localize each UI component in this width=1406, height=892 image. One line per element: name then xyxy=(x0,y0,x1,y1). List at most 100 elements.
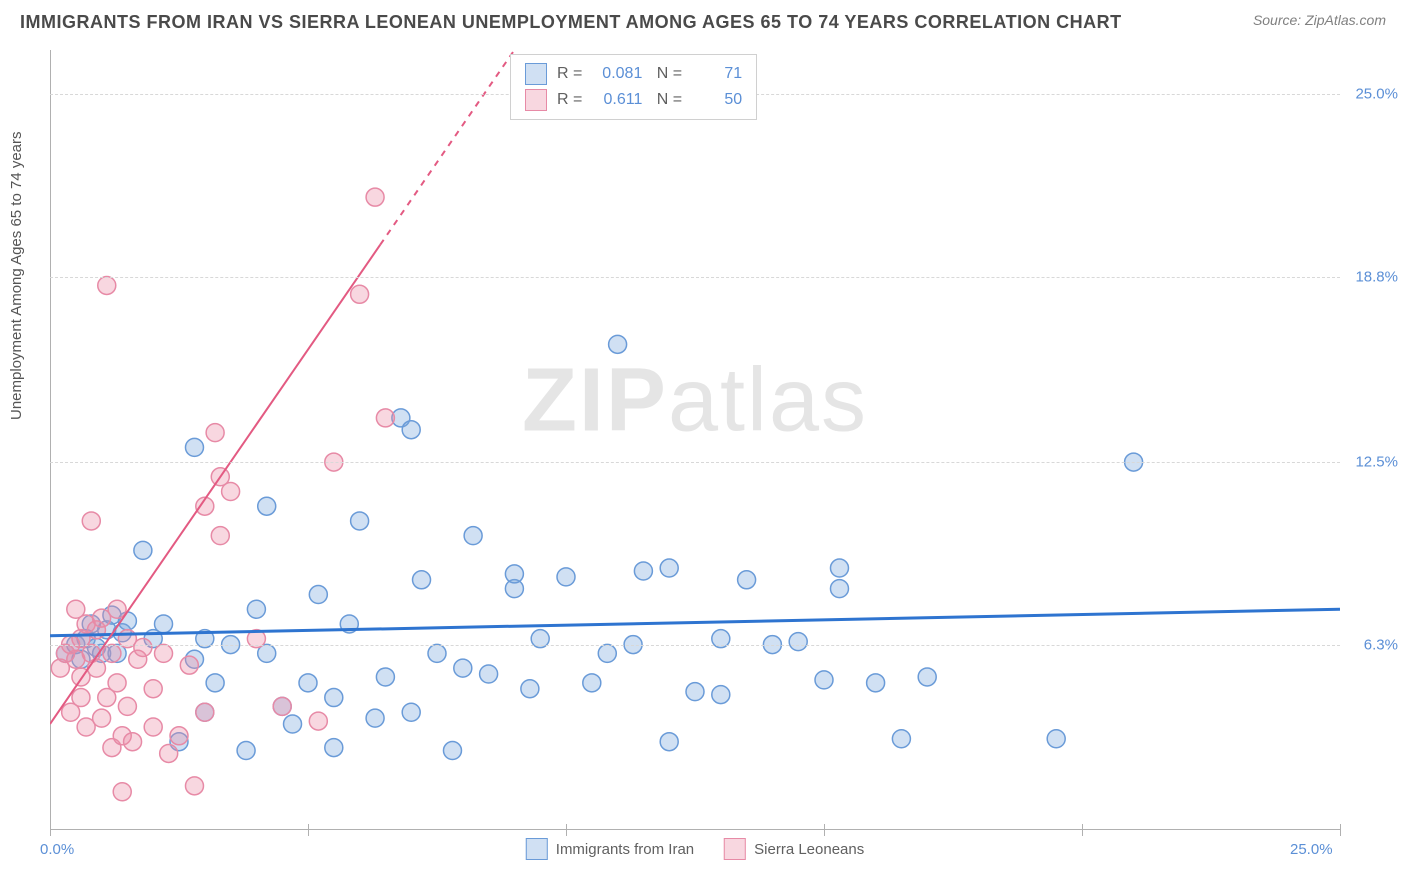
legend-swatch-sierra-icon xyxy=(724,838,746,860)
scatter-point xyxy=(196,703,214,721)
scatter-point xyxy=(144,718,162,736)
scatter-point xyxy=(351,512,369,530)
scatter-point xyxy=(634,562,652,580)
scatter-point xyxy=(325,739,343,757)
scatter-point xyxy=(557,568,575,586)
scatter-point xyxy=(180,656,198,674)
chart-plot-area: ZIPatlas R =0.081 N =71 R =0.611 N =50 I… xyxy=(50,50,1340,830)
legend-stats-row-2: R =0.611 N =50 xyxy=(525,87,742,113)
scatter-point xyxy=(505,565,523,583)
scatter-point xyxy=(134,639,152,657)
scatter-point xyxy=(660,559,678,577)
x-tick-label: 25.0% xyxy=(1290,841,1333,858)
legend-swatch-iran xyxy=(525,63,547,85)
scatter-point xyxy=(413,571,431,589)
scatter-point xyxy=(325,689,343,707)
scatter-point xyxy=(98,276,116,294)
scatter-point xyxy=(351,285,369,303)
scatter-point xyxy=(521,680,539,698)
scatter-point xyxy=(443,742,461,760)
scatter-point xyxy=(464,527,482,545)
x-tick xyxy=(824,824,825,836)
scatter-point xyxy=(366,188,384,206)
scatter-point xyxy=(155,644,173,662)
gridline xyxy=(50,645,1340,646)
scatter-point xyxy=(222,483,240,501)
scatter-point xyxy=(660,733,678,751)
gridline xyxy=(50,277,1340,278)
scatter-point xyxy=(258,497,276,515)
y-tick-label: 6.3% xyxy=(1364,636,1398,653)
y-tick-label: 18.8% xyxy=(1355,268,1398,285)
chart-title: IMMIGRANTS FROM IRAN VS SIERRA LEONEAN U… xyxy=(20,12,1122,33)
scatter-point xyxy=(428,644,446,662)
source-attribution: Source: ZipAtlas.com xyxy=(1253,12,1386,28)
scatter-point xyxy=(686,683,704,701)
x-tick xyxy=(566,824,567,836)
legend-bottom: Immigrants from Iran Sierra Leoneans xyxy=(526,838,864,860)
scatter-point xyxy=(206,674,224,692)
scatter-point xyxy=(366,709,384,727)
scatter-point xyxy=(170,727,188,745)
scatter-point xyxy=(237,742,255,760)
scatter-point xyxy=(93,709,111,727)
legend-swatch-iran-icon xyxy=(526,838,548,860)
scatter-point xyxy=(402,421,420,439)
scatter-point xyxy=(402,703,420,721)
scatter-point xyxy=(309,586,327,604)
scatter-point xyxy=(598,644,616,662)
scatter-plot-svg xyxy=(50,50,1340,830)
scatter-point xyxy=(609,335,627,353)
scatter-point xyxy=(185,438,203,456)
trend-line-dashed xyxy=(380,50,514,245)
scatter-point xyxy=(738,571,756,589)
scatter-point xyxy=(480,665,498,683)
scatter-point xyxy=(284,715,302,733)
scatter-point xyxy=(830,559,848,577)
scatter-point xyxy=(299,674,317,692)
gridline xyxy=(50,462,1340,463)
legend-swatch-sierra xyxy=(525,89,547,111)
scatter-point xyxy=(712,686,730,704)
scatter-point xyxy=(134,541,152,559)
scatter-point xyxy=(108,600,126,618)
scatter-point xyxy=(211,527,229,545)
scatter-point xyxy=(185,777,203,795)
scatter-point xyxy=(118,697,136,715)
scatter-point xyxy=(583,674,601,692)
scatter-point xyxy=(376,409,394,427)
scatter-point xyxy=(160,744,178,762)
scatter-point xyxy=(309,712,327,730)
scatter-point xyxy=(247,600,265,618)
scatter-point xyxy=(72,689,90,707)
scatter-point xyxy=(273,697,291,715)
trend-line xyxy=(50,245,380,724)
x-tick xyxy=(1340,824,1341,836)
legend-stats-row-1: R =0.081 N =71 xyxy=(525,61,742,87)
scatter-point xyxy=(206,424,224,442)
x-tick xyxy=(50,824,51,836)
scatter-point xyxy=(82,512,100,530)
scatter-point xyxy=(789,633,807,651)
y-tick-label: 25.0% xyxy=(1355,86,1398,103)
scatter-point xyxy=(103,644,121,662)
legend-item-iran: Immigrants from Iran xyxy=(526,838,694,860)
y-axis-label: Unemployment Among Ages 65 to 74 years xyxy=(8,131,25,420)
scatter-point xyxy=(454,659,472,677)
legend-item-sierra: Sierra Leoneans xyxy=(724,838,864,860)
trend-line xyxy=(50,609,1340,635)
scatter-point xyxy=(113,783,131,801)
scatter-point xyxy=(830,580,848,598)
scatter-point xyxy=(124,733,142,751)
scatter-point xyxy=(87,659,105,677)
scatter-point xyxy=(108,674,126,692)
scatter-point xyxy=(867,674,885,692)
x-tick xyxy=(1082,824,1083,836)
scatter-point xyxy=(144,680,162,698)
scatter-point xyxy=(1047,730,1065,748)
x-tick-label: 0.0% xyxy=(40,841,74,858)
scatter-point xyxy=(892,730,910,748)
x-tick xyxy=(308,824,309,836)
scatter-point xyxy=(376,668,394,686)
y-tick-label: 12.5% xyxy=(1355,454,1398,471)
